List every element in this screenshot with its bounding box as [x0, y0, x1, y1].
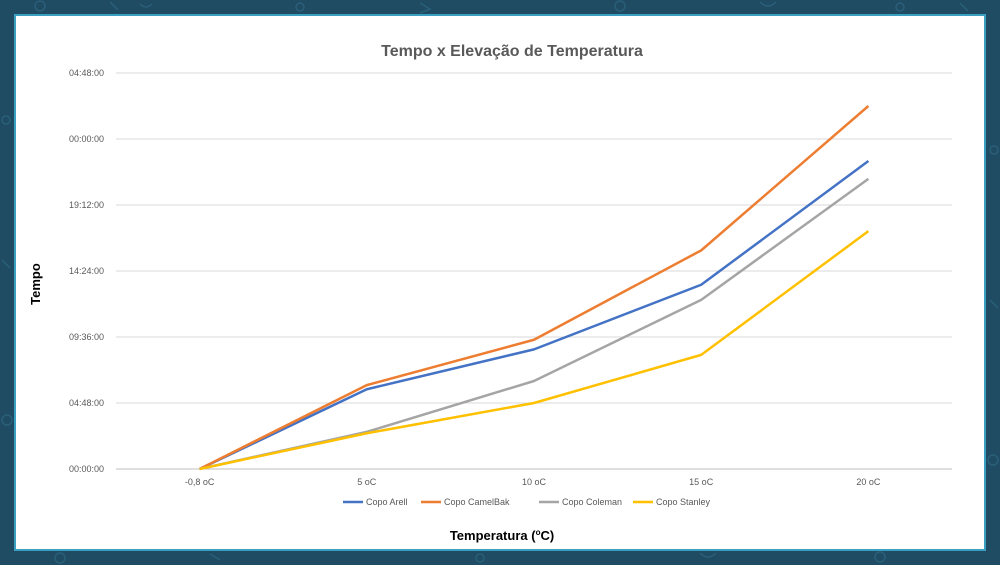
legend-label: Copo Arell	[366, 497, 408, 507]
y-axis-title: Tempo	[28, 263, 43, 305]
legend-label: Copo Coleman	[562, 497, 622, 507]
y-tick-label: 14:24:00	[69, 266, 104, 276]
y-tick-label: 04:48:00	[69, 398, 104, 408]
x-tick-label: -0,8 oC	[185, 477, 215, 487]
x-axis-title-end: C)	[540, 528, 554, 543]
x-tick-label: 20 oC	[856, 477, 881, 487]
x-axis-title-main: Temperatura (	[450, 528, 536, 543]
x-tick-label: 15 oC	[689, 477, 714, 487]
series-line	[199, 159, 870, 471]
legend-label: Copo CamelBak	[444, 497, 510, 507]
line-chart: Tempo x Elevação de Temperatura 00:00:00…	[28, 43, 952, 543]
chart-panel: Tempo x Elevação de Temperatura 00:00:00…	[14, 14, 986, 551]
legend-label: Copo Stanley	[656, 497, 711, 507]
x-tick-label: 5 oC	[357, 477, 377, 487]
x-tick-label: 10 oC	[522, 477, 547, 487]
y-tick-label: 09:36:00	[69, 332, 104, 342]
y-tick-label: 00:00:00	[69, 134, 104, 144]
series-line	[199, 230, 870, 471]
y-tick-label: 00:00:00	[69, 464, 104, 474]
x-axis-title-superscript: o	[536, 528, 541, 537]
chart-title: Tempo x Elevação de Temperatura	[381, 43, 643, 60]
y-tick-label: 19:12:00	[69, 200, 104, 210]
series-line	[199, 177, 870, 471]
series-line	[199, 105, 870, 471]
x-axis-title: Temperatura (oC)	[450, 528, 554, 543]
y-tick-label: 04:48:00	[69, 68, 104, 78]
